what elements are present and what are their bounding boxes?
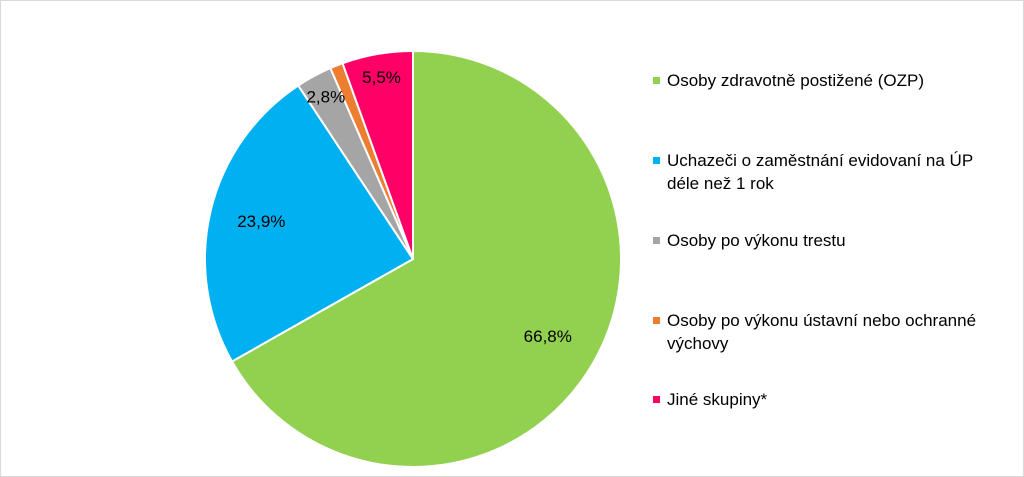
legend-swatch: [653, 77, 660, 84]
pie-slice: [341, 49, 414, 260]
pie-slice: [204, 84, 415, 363]
legend-swatch: [653, 157, 660, 164]
legend-swatch: [653, 237, 660, 244]
legend-label: Osoby zdravotně postižené (OZP): [667, 71, 925, 90]
legend-entry: Uchazeči o zaměstnání evidovaní na ÚP dé…: [653, 149, 987, 195]
legend-entry: Osoby zdravotně postižené (OZP): [653, 69, 987, 92]
pie-slice: [230, 49, 622, 468]
legend-swatch: [653, 396, 660, 403]
legend-entry: Osoby po výkonu ústavní nebo ochranné vý…: [653, 309, 987, 355]
legend-label: Jiné skupiny*: [667, 390, 768, 409]
legend-swatch: [653, 317, 660, 324]
legend-entry: Jiné skupiny*: [653, 388, 987, 411]
legend-entry: Osoby po výkonu trestu: [653, 229, 987, 252]
pie-area: 66,8% 23,9% 2,8% 5,5%: [204, 49, 622, 468]
legend-label: Osoby po výkonu trestu: [667, 231, 846, 250]
data-label: 23,9%: [237, 212, 285, 231]
legend-label: Uchazeči o zaměstnání evidovaní na ÚP dé…: [667, 151, 973, 193]
legend-label: Osoby po výkonu ústavní nebo ochranné vý…: [667, 311, 977, 353]
data-label: 5,5%: [362, 68, 401, 87]
data-label: 2,8%: [306, 88, 345, 107]
data-label: 66,8%: [524, 327, 572, 346]
